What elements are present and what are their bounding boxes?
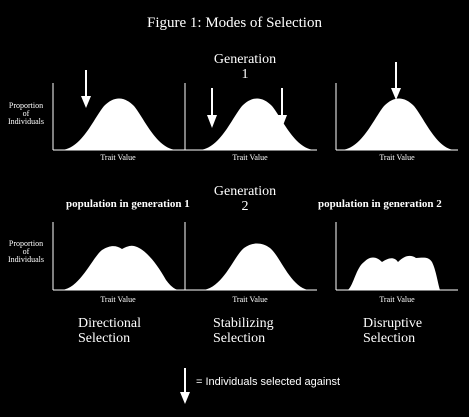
y-axis-label-line2: of xyxy=(22,109,30,118)
distribution-curve xyxy=(342,98,454,150)
generation-2-label: Generation xyxy=(213,184,277,199)
x-axis-label-r2-c1: Trait Value xyxy=(100,295,136,304)
distribution-curve xyxy=(204,243,308,290)
generation-1-heading: Generation 1 xyxy=(185,52,305,82)
y-axis-label-line1: Proportion xyxy=(8,101,44,110)
down-arrow-icon xyxy=(207,88,217,128)
mode-line2: Selection xyxy=(213,331,266,346)
generation-1-label: Generation xyxy=(213,52,277,67)
x-axis-label-r1-c3: Trait Value xyxy=(379,153,415,162)
generation-2-number: 2 xyxy=(241,199,249,214)
mode-line2: Selection xyxy=(78,331,131,346)
x-axis-label-r2-c2: Trait Value xyxy=(232,295,268,304)
panel-gen1-disruptive xyxy=(335,83,458,151)
mode-line1: Stabilizing xyxy=(213,316,274,331)
distribution-curve xyxy=(200,98,314,150)
mode-line2: Selection xyxy=(363,331,416,346)
y-axis-label-row2: Proportion of Individuals xyxy=(0,240,52,264)
down-arrow-icon xyxy=(81,70,91,108)
mode-line1: Directional xyxy=(78,316,141,331)
mode-disruptive: Disruptive Selection xyxy=(363,316,422,346)
y-axis-label-line3: Individuals xyxy=(8,117,44,126)
distribution-curve xyxy=(62,245,180,290)
legend-arrow xyxy=(180,368,190,404)
mode-directional: Directional Selection xyxy=(78,316,141,346)
mode-stabilizing: Stabilizing Selection xyxy=(213,316,274,346)
population-gen1-label: population in generation 1 xyxy=(66,198,190,210)
generation-1-number: 1 xyxy=(241,67,249,82)
panel-gen1-directional xyxy=(52,83,185,151)
figure-title: Figure 1: Modes of Selection xyxy=(147,15,322,31)
x-axis-label-r2-c3: Trait Value xyxy=(379,295,415,304)
y-axis-label-line1: Proportion xyxy=(8,239,44,248)
panel-gen2-directional xyxy=(52,222,185,291)
y-axis-label-line2: of xyxy=(22,247,30,256)
generation-2-heading: Generation 2 xyxy=(185,184,305,214)
distribution-curve xyxy=(62,98,176,150)
down-arrow-icon xyxy=(391,62,401,100)
legend-text: = Individuals selected against xyxy=(196,376,341,388)
y-axis-label-line3: Individuals xyxy=(8,255,44,264)
x-axis-label-r1-c2: Trait Value xyxy=(232,153,268,162)
panel-gen2-stabilizing xyxy=(184,222,317,291)
selection-arrows xyxy=(81,62,401,128)
mode-line1: Disruptive xyxy=(363,316,423,331)
x-axis-label-r1-c1: Trait Value xyxy=(100,153,136,162)
population-gen2-label: population in generation 2 xyxy=(318,198,442,210)
panel-gen1-stabilizing xyxy=(184,83,317,151)
distribution-curve xyxy=(348,255,440,290)
down-arrow-icon xyxy=(277,88,287,128)
down-arrow-icon xyxy=(180,368,190,404)
y-axis-label-row1: Proportion of Individuals xyxy=(0,102,52,126)
panel-gen2-disruptive xyxy=(335,222,458,291)
